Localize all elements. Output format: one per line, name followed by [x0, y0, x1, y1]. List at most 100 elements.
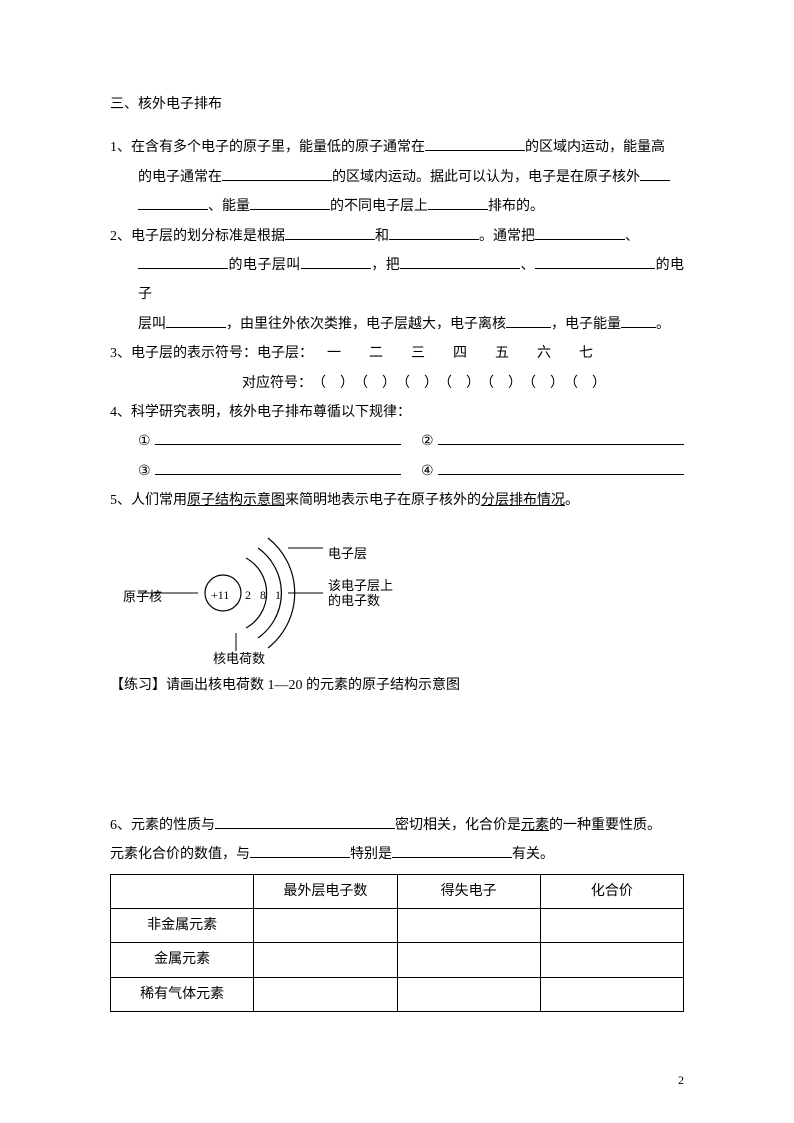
blank — [392, 841, 512, 858]
blank — [155, 429, 401, 446]
shell-num: 五 — [481, 339, 523, 368]
table-cell — [540, 977, 683, 1011]
q2-t11: ，电子能量 — [551, 317, 621, 332]
question-2-line3: 层叫，由里往外依次类推，电子层越大，电子离核，电子能量。 — [110, 310, 684, 339]
table-cell — [111, 874, 254, 908]
q5-u1: 原子结构示意图 — [187, 493, 285, 508]
blank — [428, 193, 488, 210]
blank — [250, 841, 350, 858]
shell-sym: （ ） — [480, 369, 522, 398]
blank — [438, 458, 684, 475]
q2-t7: 、 — [520, 258, 535, 273]
blank — [535, 252, 655, 269]
atomic-structure-diagram: 原子核 +11 2 8 1 电子层 该电子层上 的电子数 核电荷数 — [138, 523, 418, 663]
shell-num: 六 — [523, 339, 565, 368]
q5-t3: 。 — [565, 493, 579, 508]
shell-num: 七 — [565, 339, 607, 368]
shell-sym: （ ） — [564, 369, 606, 398]
table-cell — [254, 943, 397, 977]
blank — [138, 193, 208, 210]
table-row: 最外层电子数 得失电子 化合价 — [111, 874, 684, 908]
question-5: 5、人们常用原子结构示意图来简明地表示电子在原子核外的分层排布情况。 — [110, 486, 684, 515]
rule-num-2: ② — [421, 427, 434, 456]
q2-t1: 2、电子层的划分标准是根据 — [110, 229, 285, 244]
table-rowhead: 非金属元素 — [111, 909, 254, 943]
question-6: 6、元素的性质与密切相关，化合价是元素的一种重要性质。 — [110, 811, 684, 840]
blank — [222, 164, 332, 181]
blank — [438, 429, 684, 446]
section-title: 三、核外电子排布 — [110, 90, 684, 119]
charge-label: 核电荷数 — [213, 645, 265, 672]
practice-space — [110, 701, 684, 811]
blank — [138, 252, 228, 269]
shell-n1: 2 — [245, 583, 251, 608]
blank — [640, 164, 670, 181]
blank — [285, 223, 375, 240]
count-label1: 该电子层上 — [328, 578, 393, 594]
table-cell — [254, 977, 397, 1011]
q1-t2: 的区域内运动，能量高 — [525, 140, 665, 155]
table-header: 化合价 — [540, 874, 683, 908]
q1-t5: 、能量 — [208, 199, 250, 214]
question-3-row1: 3、电子层的表示符号：电子层： 一 二 三 四 五 六 七 — [110, 339, 684, 368]
table-header: 得失电子 — [397, 874, 540, 908]
shell-num: 三 — [397, 339, 439, 368]
count-label2: 的电子数 — [328, 593, 380, 609]
shell-num: 一 — [313, 339, 355, 368]
q1-t6: 的不同电子层上 — [330, 199, 428, 214]
shell-sym: （ ） — [438, 369, 480, 398]
shell-sym: （ ） — [312, 369, 354, 398]
rule-num-1: ① — [138, 427, 151, 456]
practice-prompt: 【练习】请画出核电荷数 1—20 的元素的原子结构示意图 — [110, 671, 684, 700]
shell-label: 电子层 — [328, 540, 367, 567]
shell-n2: 8 — [260, 583, 266, 608]
q6-t3: 的一种重要性质。 — [549, 818, 661, 833]
blank — [155, 458, 401, 475]
q1-t1: 1、在含有多个电子的原子里，能量低的原子通常在 — [110, 140, 425, 155]
blank — [400, 252, 520, 269]
table-cell — [540, 943, 683, 977]
question-4-rules: ① ② ③ ④ — [110, 427, 684, 486]
blank — [301, 252, 371, 269]
table-cell — [254, 909, 397, 943]
q1-t4: 的区域内运动。据此可以认为，电子是在原子核外 — [332, 170, 640, 185]
q5-u2: 分层排布情况 — [481, 493, 565, 508]
q6-t1: 6、元素的性质与 — [110, 818, 215, 833]
q6-t5: 特别是 — [350, 847, 392, 862]
q2-t4: 、 — [625, 229, 639, 244]
nucleus-label: 原子核 — [123, 583, 162, 610]
shell-sym: （ ） — [354, 369, 396, 398]
table-cell — [397, 943, 540, 977]
q5-t2: 来简明地表示电子在原子核外的 — [285, 493, 481, 508]
page-number: 2 — [678, 1068, 684, 1093]
blank — [621, 311, 656, 328]
table-header: 最外层电子数 — [254, 874, 397, 908]
blank — [389, 223, 479, 240]
shell-sym: （ ） — [522, 369, 564, 398]
q2-t6: ，把 — [371, 258, 400, 273]
q6-t4: 元素化合价的数值，与 — [110, 847, 250, 862]
shell-sym: （ ） — [396, 369, 438, 398]
shell-num: 四 — [439, 339, 481, 368]
question-1-line3: 、能量 的不同电子层上 排布的。 — [110, 192, 684, 221]
blank — [215, 812, 395, 829]
blank — [425, 135, 525, 152]
q2-t3: 。通常把 — [479, 229, 535, 244]
blank — [166, 311, 226, 328]
shell-num: 二 — [355, 339, 397, 368]
question-3-row2: 对应符号： （ ） （ ） （ ） （ ） （ ） （ ） （ ） — [110, 369, 684, 398]
shell-n3: 1 — [275, 583, 281, 608]
q6-t6: 有关。 — [512, 847, 554, 862]
nucleus-value: +11 — [211, 583, 229, 608]
question-6-line2: 元素化合价的数值，与 特别是 有关。 — [110, 840, 684, 869]
table-row: 非金属元素 — [111, 909, 684, 943]
question-4: 4、科学研究表明，核外电子排布尊循以下规律： — [110, 398, 684, 427]
question-2: 2、电子层的划分标准是根据和。通常把、 — [110, 222, 684, 251]
q5-t1: 5、人们常用 — [110, 493, 187, 508]
question-1-line2: 的电子通常在的区域内运动。据此可以认为，电子是在原子核外 — [110, 163, 684, 192]
q1-t7: 排布的。 — [488, 199, 544, 214]
table-cell — [540, 909, 683, 943]
q2-t10: ，由里往外依次类推，电子层越大，电子离核 — [226, 317, 506, 332]
q6-u1: 元素 — [521, 818, 549, 833]
q2-t5: 的电子层叫 — [228, 258, 301, 273]
